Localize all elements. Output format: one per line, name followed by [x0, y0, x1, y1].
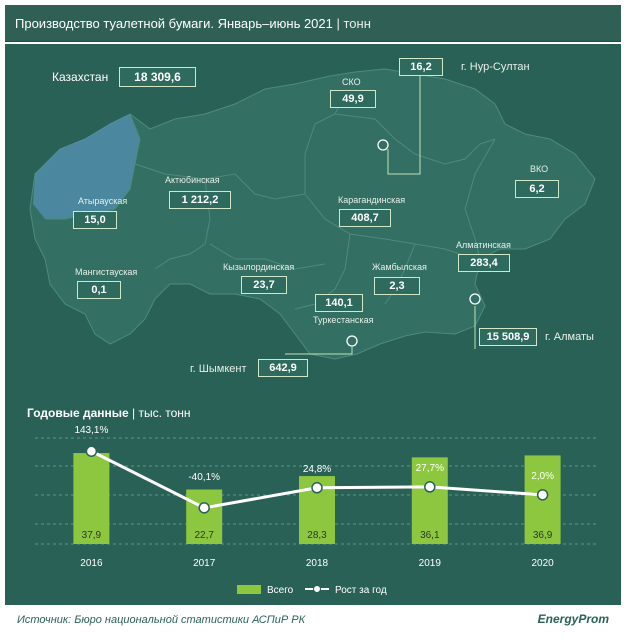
page-title: Производство туалетной бумаги. Январь–ию…: [15, 16, 371, 31]
turkestan-value: 140,1: [315, 294, 363, 312]
growth-label: 27,7%: [416, 463, 444, 474]
shymkent-label: г. Шымкент: [190, 363, 247, 375]
karaganda-value: 408,7: [339, 209, 391, 227]
bar-2016: [73, 453, 110, 544]
growth-point: [311, 482, 323, 494]
x-tick-label: 2019: [419, 558, 442, 569]
border-6: [304, 193, 476, 260]
kyzylorda-label: Кызылординская: [223, 262, 295, 272]
almaty-marker: [469, 293, 481, 305]
shymkent-leader: [285, 346, 353, 355]
nur-sultan-label: г. Нур-Султан: [461, 61, 530, 73]
sko-label: СКО: [342, 77, 361, 87]
footer: Источник: Бюро национальной статистики А…: [5, 604, 621, 635]
border-9: [209, 243, 326, 270]
almaty-city-value: 15 508,9: [479, 328, 537, 346]
zhambyl-value: 2,3: [374, 277, 420, 295]
mangystau-label: Мангистауская: [75, 267, 138, 277]
x-tick-label: 2017: [193, 558, 216, 569]
almaty-region-label: Алматинская: [456, 240, 511, 250]
growth-point: [85, 445, 98, 457]
aktobe-value: 1 212,2: [169, 191, 231, 209]
mangystau-value: 0,1: [77, 281, 121, 299]
map-panel: Казахстан 18 309,6 16,2 г. Нур-Султан СК…: [5, 44, 621, 394]
border-8: [294, 233, 351, 310]
vko-label: ВКО: [530, 164, 549, 174]
bar-value-label: 22,7: [194, 530, 214, 541]
growth-label: 24,8%: [303, 464, 331, 475]
bar-2017: [186, 489, 223, 544]
source-text: Источник: Бюро национальной статистики А…: [17, 614, 306, 626]
kazakhstan-label: Казахстан: [52, 70, 109, 84]
border-5: [334, 113, 496, 165]
kazakhstan-map: [29, 68, 596, 360]
growth-point: [536, 489, 549, 501]
legend-marker-growth: [313, 585, 321, 593]
turkestan-label: Туркестанская: [313, 315, 374, 325]
atyrau-value: 15,0: [73, 211, 117, 229]
west-region-shape: [33, 114, 140, 219]
border-2: [134, 163, 306, 200]
growth-point: [198, 502, 210, 514]
almaty-city-label: г. Алматы: [545, 331, 594, 343]
growth-label: 143,1%: [74, 425, 108, 436]
bar-value-label: 37,9: [82, 530, 102, 541]
bar-value-label: 36,9: [533, 530, 553, 541]
sko-value: 49,9: [330, 90, 376, 108]
nur-sultan-value: 16,2: [399, 58, 443, 76]
kyzylorda-value: 23,7: [241, 276, 287, 294]
zhambyl-label: Жамбылская: [372, 262, 427, 272]
almaty-region-value: 283,4: [458, 254, 510, 272]
annual-panel: 37,9 2016 22,7 2017 28,3 2018 36,1 2019 36,9 2020…: [5, 394, 621, 604]
annual-title: Годовые данные | тыс. тонн: [27, 406, 191, 420]
bar-value-label: 28,3: [307, 530, 327, 541]
karaganda-label: Карагандинская: [338, 195, 406, 205]
growth-point: [424, 481, 436, 493]
border-1: [45, 113, 141, 220]
x-tick-label: 2020: [531, 558, 554, 569]
shymkent-value: 642,9: [258, 359, 308, 377]
atyrau-label: Атырауская: [78, 196, 128, 206]
border-3: [154, 178, 211, 270]
bar-2019: [411, 457, 448, 544]
annual-chart: 37,9 2016 22,7 2017 28,3 2018 36,1 2019 36,9 2020…: [35, 425, 599, 596]
energyprom-logo: EnergyProm: [537, 612, 609, 626]
growth-label: 2,0%: [531, 471, 554, 482]
border-10: [464, 138, 496, 260]
kazakhstan-value: 18 309,6: [119, 67, 196, 87]
nur-sultan-leader: [387, 76, 421, 175]
legend-swatch-total: [237, 585, 261, 594]
legend-label-growth: Рост за год: [335, 585, 387, 596]
header-bar: Производство туалетной бумаги. Январь–ию…: [5, 5, 621, 42]
x-tick-label: 2016: [80, 558, 103, 569]
x-tick-label: 2018: [306, 558, 329, 569]
legend-label-total: Всего: [267, 585, 294, 596]
aktobe-label: Актюбинская: [165, 175, 220, 185]
vko-value: 6,2: [515, 180, 559, 198]
growth-label: -40,1%: [188, 472, 220, 483]
bar-value-label: 36,1: [420, 530, 440, 541]
nur-sultan-marker: [377, 139, 389, 151]
